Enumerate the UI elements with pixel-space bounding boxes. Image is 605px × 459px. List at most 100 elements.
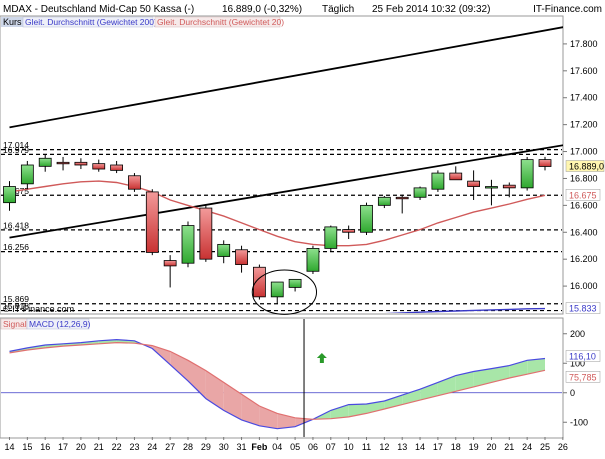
macd-ytick-label: 100 (570, 358, 585, 368)
xtick-label: 24 (147, 442, 157, 452)
candle (413, 186, 427, 200)
quote-text: 16.889,0 (-0,32%) (222, 4, 302, 15)
candle (467, 170, 481, 200)
macd-plot: 200 100 0 -100 (1, 319, 588, 437)
xtick-label: 04 (272, 442, 282, 452)
candle-body (92, 163, 106, 170)
xtick-label: 14 (4, 442, 14, 452)
legend-ma200-box (22, 16, 154, 28)
macd-histogram-fill (455, 371, 474, 392)
candle-body (217, 243, 231, 257)
badge-last-text: 16.889,0 (569, 162, 604, 172)
macd-histogram-fill (366, 401, 385, 414)
badge-ma20-text: 16.675 (569, 190, 597, 200)
xtick-label: 12 (379, 442, 389, 452)
macd-histogram-fill (330, 404, 349, 419)
badge-macd: 116,10 (565, 350, 601, 362)
candle-body (235, 249, 248, 265)
candle (342, 225, 356, 239)
candle-body (110, 164, 123, 171)
macd-histogram-fill (205, 370, 224, 411)
trend-channel-line (9, 26, 563, 129)
macd-ytick-label: 200 (570, 329, 585, 339)
candle (199, 205, 213, 262)
xtick-label: 05 (290, 442, 300, 452)
xtick-label: 29 (201, 442, 211, 452)
x-axis: 14 15 16 17 20 21 22 23 24 27 28 29 30 31 Feb 04 05 06 07 1… (4, 437, 568, 452)
trend-channel-line (9, 144, 563, 239)
badge-last: 16.889,0 (565, 160, 605, 172)
level-label: 16.256 (3, 242, 29, 252)
candle-body (485, 186, 498, 189)
badge-ma200-text: 15.833 (569, 304, 597, 314)
xtick-label: 15 (22, 442, 32, 452)
macd-series-line (9, 338, 546, 430)
candle (217, 240, 231, 264)
xtick-label: 18 (451, 442, 461, 452)
macd-ytick-label: -100 (570, 417, 588, 427)
candle-body (74, 161, 88, 166)
xtick-label: 21 (504, 442, 514, 452)
candle (520, 156, 534, 191)
moving-average-line (9, 180, 546, 247)
candle-body (449, 172, 463, 181)
candle (252, 264, 266, 300)
candle (360, 202, 373, 235)
candle-body (538, 159, 552, 167)
xtick-label: 31 (237, 442, 247, 452)
macd-label: MACD (12,26,9) (29, 319, 91, 329)
candle (20, 160, 34, 190)
candle (38, 154, 52, 172)
macd-histogram-fill (527, 358, 545, 375)
candle-body (342, 229, 356, 233)
badge-ma200: 15.833 (565, 302, 601, 314)
header-bar (0, 0, 605, 16)
legend-ma20-box (154, 16, 281, 28)
level-label: 16.418 (3, 220, 29, 230)
candle-body (520, 159, 534, 189)
candle (163, 255, 177, 288)
macd-histogram-fill (170, 351, 188, 381)
badge-ma20: 16.675 (565, 189, 601, 201)
candle (485, 179, 498, 206)
badge-signal: 75,785 (565, 371, 601, 383)
xtick-label: 30 (219, 442, 229, 452)
candle (288, 278, 302, 292)
xtick-label: 28 (183, 442, 193, 452)
candle-body (252, 266, 266, 298)
candle (74, 158, 88, 170)
candle (324, 225, 338, 252)
level-label: 17.014 (3, 140, 29, 150)
candle (395, 194, 409, 214)
xtick-label: 27 (165, 442, 175, 452)
macd-series-line (9, 341, 546, 420)
xtick-label: 20 (486, 442, 496, 452)
candle-body (377, 196, 391, 206)
candle-body (128, 175, 141, 190)
candle (306, 245, 320, 274)
candle (56, 156, 70, 171)
level-label: 16.979 (3, 145, 29, 155)
channel-lines (9, 26, 563, 313)
watermark: © IT-Finance.com (3, 304, 74, 314)
xtick-label: 17 (58, 442, 68, 452)
candle-body (288, 278, 302, 288)
price-ytick-label: 17.200 (570, 120, 598, 130)
macd-histogram-fill (188, 360, 206, 399)
xtick-label: 10 (344, 442, 354, 452)
candle (502, 182, 516, 198)
macd-histogram-fill (420, 382, 438, 401)
candle-body (199, 207, 213, 260)
timestamp-text: 25 Feb 2014 10:32 (09:32) (372, 4, 490, 15)
xtick-label: 13 (397, 442, 407, 452)
macd-histogram-fill (491, 365, 510, 383)
macd-signal-label: Signal (3, 319, 27, 329)
xtick-label: 11 (362, 442, 371, 452)
instrument-title: MDAX - Deutschland Mid-Cap 50 Kassa (-) (3, 4, 194, 15)
candle-body (395, 196, 409, 200)
price-panel-label-box (1, 17, 23, 27)
candle-body (145, 191, 159, 253)
candle-body (431, 172, 445, 190)
candle-body (360, 204, 373, 233)
xtick-label: 20 (76, 442, 86, 452)
